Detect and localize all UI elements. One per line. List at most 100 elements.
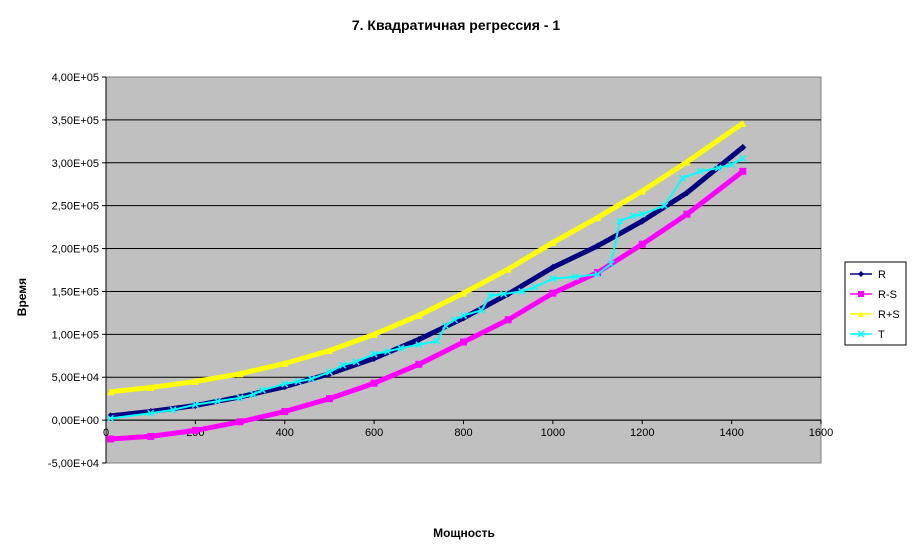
y-tick-label: 3,50E+05 xyxy=(52,115,99,127)
data-point xyxy=(638,240,646,248)
data-point xyxy=(352,358,360,366)
data-point xyxy=(477,306,485,314)
data-point xyxy=(504,265,512,273)
legend-label: T xyxy=(878,329,885,341)
y-axis-title: Время xyxy=(15,278,29,316)
data-point xyxy=(460,338,467,346)
data-point xyxy=(594,269,602,277)
data-point xyxy=(442,322,450,330)
data-point xyxy=(858,271,864,277)
data-point xyxy=(683,210,691,218)
data-point xyxy=(106,388,114,396)
data-point xyxy=(500,290,508,298)
legend-item: T xyxy=(850,329,885,341)
data-point xyxy=(415,360,423,368)
data-point xyxy=(739,119,747,127)
data-point xyxy=(415,341,423,349)
data-point xyxy=(236,418,244,426)
data-point xyxy=(638,187,646,195)
data-point xyxy=(370,330,378,338)
data-point xyxy=(858,311,864,317)
data-point xyxy=(106,435,114,443)
data-point xyxy=(460,289,467,297)
data-point xyxy=(683,158,691,166)
legend-label: R xyxy=(878,269,886,281)
data-point xyxy=(638,210,646,218)
x-tick-label: 1600 xyxy=(809,427,833,439)
data-point xyxy=(370,350,378,358)
data-point xyxy=(661,202,669,210)
data-point xyxy=(571,273,579,281)
data-point xyxy=(236,370,244,378)
data-point xyxy=(281,359,289,367)
data-point xyxy=(147,384,155,392)
data-point xyxy=(370,379,378,387)
series-t xyxy=(106,154,747,422)
data-point xyxy=(739,167,747,175)
y-tick-label: 4,00E+05 xyxy=(52,72,99,84)
data-point xyxy=(169,406,177,414)
data-point xyxy=(594,270,602,278)
data-point xyxy=(638,217,646,225)
data-point xyxy=(147,409,155,417)
legend-item: R xyxy=(850,269,886,281)
data-point xyxy=(339,361,347,369)
data-point xyxy=(191,378,199,386)
y-axis-ticks: -5,00E+04 0,00E+00 5,00E+04 1,00E+05 1,50E+0… xyxy=(48,72,107,470)
y-tick-label: 0,00E+00 xyxy=(52,415,99,427)
y-tick-label: 2,00E+05 xyxy=(52,244,99,256)
y-tick-label: 5,00E+04 xyxy=(52,372,99,384)
data-point xyxy=(616,217,624,225)
data-point xyxy=(191,401,199,409)
data-point xyxy=(518,287,526,295)
series-layer xyxy=(106,119,747,443)
data-point xyxy=(147,432,155,440)
y-tick-label: 3,00E+05 xyxy=(52,158,99,170)
data-point xyxy=(594,214,602,222)
data-point xyxy=(433,337,441,345)
data-point xyxy=(549,263,557,271)
data-point xyxy=(858,291,864,297)
data-point xyxy=(549,289,557,297)
x-tick-label: 1000 xyxy=(541,427,565,439)
data-point xyxy=(857,330,865,338)
plot-area xyxy=(105,76,822,464)
x-tick-label: 0 xyxy=(103,427,109,439)
data-point xyxy=(258,386,266,394)
data-point xyxy=(678,174,686,182)
series-rpluss xyxy=(106,119,747,396)
legend-label: R+S xyxy=(878,309,900,321)
legend-box xyxy=(844,261,907,346)
data-point xyxy=(191,426,199,434)
data-point xyxy=(549,275,557,283)
data-point xyxy=(683,189,691,197)
chart-title: 7. Квадратичная регрессия - 1 xyxy=(352,17,561,33)
data-point xyxy=(325,395,333,403)
data-point xyxy=(281,380,289,388)
data-point xyxy=(607,260,615,268)
y-tick-label: 1,00E+05 xyxy=(52,329,99,341)
data-point xyxy=(486,292,494,300)
data-point xyxy=(629,212,637,220)
y-tick-label: 2,50E+05 xyxy=(52,201,99,213)
data-point xyxy=(714,164,722,172)
series-rminuss xyxy=(106,167,747,443)
data-point xyxy=(397,344,405,352)
data-point xyxy=(281,408,289,416)
data-point xyxy=(325,347,333,355)
data-point xyxy=(294,377,302,386)
x-axis-title: Мощность xyxy=(433,526,495,540)
data-point xyxy=(594,242,602,250)
data-point xyxy=(249,390,257,398)
data-point xyxy=(504,316,512,324)
data-point xyxy=(531,283,539,291)
legend: R R-S R+S T xyxy=(844,261,907,346)
x-tick-label: 1400 xyxy=(719,427,743,439)
data-point xyxy=(384,347,392,356)
data-point xyxy=(451,316,459,324)
x-tick-label: 800 xyxy=(454,427,472,439)
x-tick-label: 1200 xyxy=(630,427,654,439)
data-point xyxy=(415,335,423,343)
data-point xyxy=(549,239,557,247)
